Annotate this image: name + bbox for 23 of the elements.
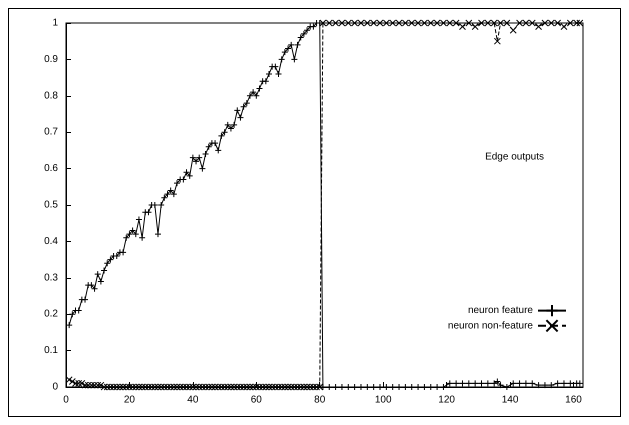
x-tick-label: 140 (502, 394, 519, 406)
legend-label: neuron feature (468, 305, 534, 316)
legend-label: neuron non-feature (448, 320, 534, 332)
annotation: Edge outputs (485, 152, 544, 162)
y-tick-label: 0.5 (44, 200, 58, 210)
y-tick-label: 0.3 (44, 272, 58, 284)
x-tick-label: 40 (187, 394, 199, 406)
y-tick-label: 0.6 (44, 163, 58, 174)
y-tick-label: 0.9 (44, 54, 58, 65)
x-tick-label: 160 (565, 394, 582, 406)
x-tick-label: 100 (374, 394, 392, 406)
y-tick-label: 0.4 (44, 236, 58, 247)
y-tick-label: 1 (52, 18, 58, 28)
x-tick-label: 80 (314, 394, 326, 406)
y-tick-label: 0.2 (44, 308, 58, 320)
y-tick-label: 0 (52, 382, 58, 392)
x-tick-label: 60 (250, 394, 262, 406)
x-tick-label: 120 (438, 394, 456, 406)
x-tick-label: 0 (63, 394, 70, 406)
y-tick-label: 0.7 (44, 126, 58, 138)
y-tick-label: 0.8 (44, 90, 58, 102)
x-tick-label: 20 (124, 394, 136, 406)
y-tick-label: 0.1 (44, 345, 58, 356)
